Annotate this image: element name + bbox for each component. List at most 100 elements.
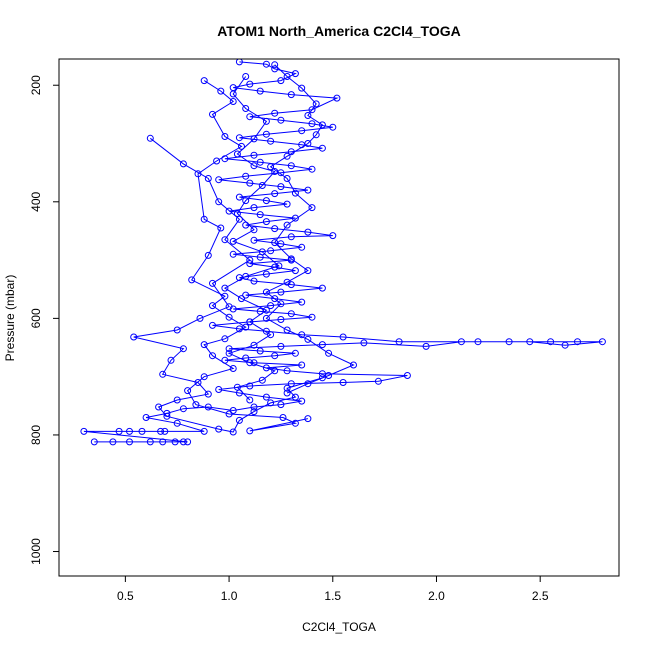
data-point [179, 160, 187, 168]
data-point [277, 316, 285, 323]
data-point [287, 233, 295, 241]
data-point [598, 338, 606, 346]
data-point [215, 176, 223, 184]
data-point [138, 427, 146, 435]
data-point [173, 326, 181, 334]
data-point [298, 397, 306, 405]
data-point [262, 364, 270, 372]
data-point [229, 237, 237, 245]
data-point [277, 116, 285, 124]
data-point [287, 310, 295, 318]
x-axis: 0.5 1.0 1.5 2.0 2.5 [117, 575, 549, 603]
data-point [215, 425, 223, 433]
data-point [192, 401, 200, 409]
data-point [339, 379, 347, 386]
data-point [574, 338, 581, 346]
data-point [246, 427, 254, 435]
data-point [246, 80, 254, 88]
data-point [242, 272, 250, 280]
data-series-group [80, 59, 606, 446]
data-point [474, 338, 482, 346]
data-point [329, 123, 337, 131]
x-axis-label: C2Cl4_TOGA [302, 620, 376, 634]
data-point [258, 376, 266, 384]
data-point [130, 333, 138, 341]
data-point [235, 59, 243, 66]
data-point [304, 335, 312, 343]
data-point [304, 186, 312, 194]
data-point [298, 127, 306, 135]
data-point [200, 341, 208, 349]
data-point [221, 335, 229, 343]
data-point [126, 438, 133, 446]
data-point [271, 190, 279, 198]
data-point [291, 349, 299, 357]
data-point [233, 150, 241, 158]
data-point [196, 314, 204, 322]
data-point [250, 403, 258, 411]
data-point [277, 300, 285, 308]
y-tick-label: 1000 [29, 538, 43, 565]
data-point [217, 87, 225, 95]
data-point [250, 162, 258, 170]
y-tick-label: 600 [29, 308, 43, 328]
data-point [159, 438, 167, 446]
data-point [526, 338, 534, 346]
data-point [246, 396, 254, 404]
data-point [291, 267, 299, 275]
data-point [246, 382, 254, 390]
data-point [221, 292, 229, 300]
data-point [318, 284, 326, 292]
data-point [238, 142, 245, 150]
data-point [256, 158, 264, 166]
plot-frame [58, 58, 620, 577]
data-point [246, 359, 254, 367]
data-point [275, 262, 283, 270]
data-point [304, 380, 312, 388]
data-point [242, 323, 250, 331]
data-point [325, 372, 333, 379]
x-tick-label: 0.5 [117, 589, 134, 603]
data-point [561, 341, 569, 349]
data-point [267, 302, 275, 310]
data-point [403, 372, 411, 379]
data-point [262, 60, 270, 68]
data-point [184, 438, 192, 446]
data-point [229, 407, 237, 414]
data-point [298, 298, 306, 306]
data-point [287, 91, 295, 99]
data-point [225, 303, 233, 311]
data-point [250, 226, 258, 234]
data-point [267, 163, 275, 171]
data-point [291, 419, 299, 427]
y-axis-label: Pressure (mbar) [3, 275, 17, 362]
data-point [271, 367, 279, 375]
data-point [146, 438, 154, 446]
data-point [184, 387, 192, 395]
y-tick-label: 400 [29, 191, 43, 211]
data-point [325, 349, 333, 357]
data-point [283, 367, 291, 375]
data-point [229, 365, 237, 372]
data-point [161, 427, 169, 435]
x-tick-label: 2.5 [532, 589, 549, 603]
data-point [318, 121, 326, 129]
data-point [318, 144, 326, 152]
data-point [246, 113, 254, 121]
series-line [186, 80, 309, 432]
data-point [279, 414, 287, 421]
data-point [308, 106, 316, 114]
data-point [209, 321, 216, 329]
data-point [318, 341, 326, 349]
data-point [304, 267, 312, 275]
data-point [262, 314, 270, 322]
data-point [271, 295, 279, 303]
data-point [277, 183, 285, 191]
data-point [80, 427, 88, 435]
data-point [242, 197, 250, 205]
data-point [115, 427, 123, 435]
data-point [262, 393, 270, 401]
data-point [291, 214, 299, 222]
data-point [215, 198, 223, 206]
